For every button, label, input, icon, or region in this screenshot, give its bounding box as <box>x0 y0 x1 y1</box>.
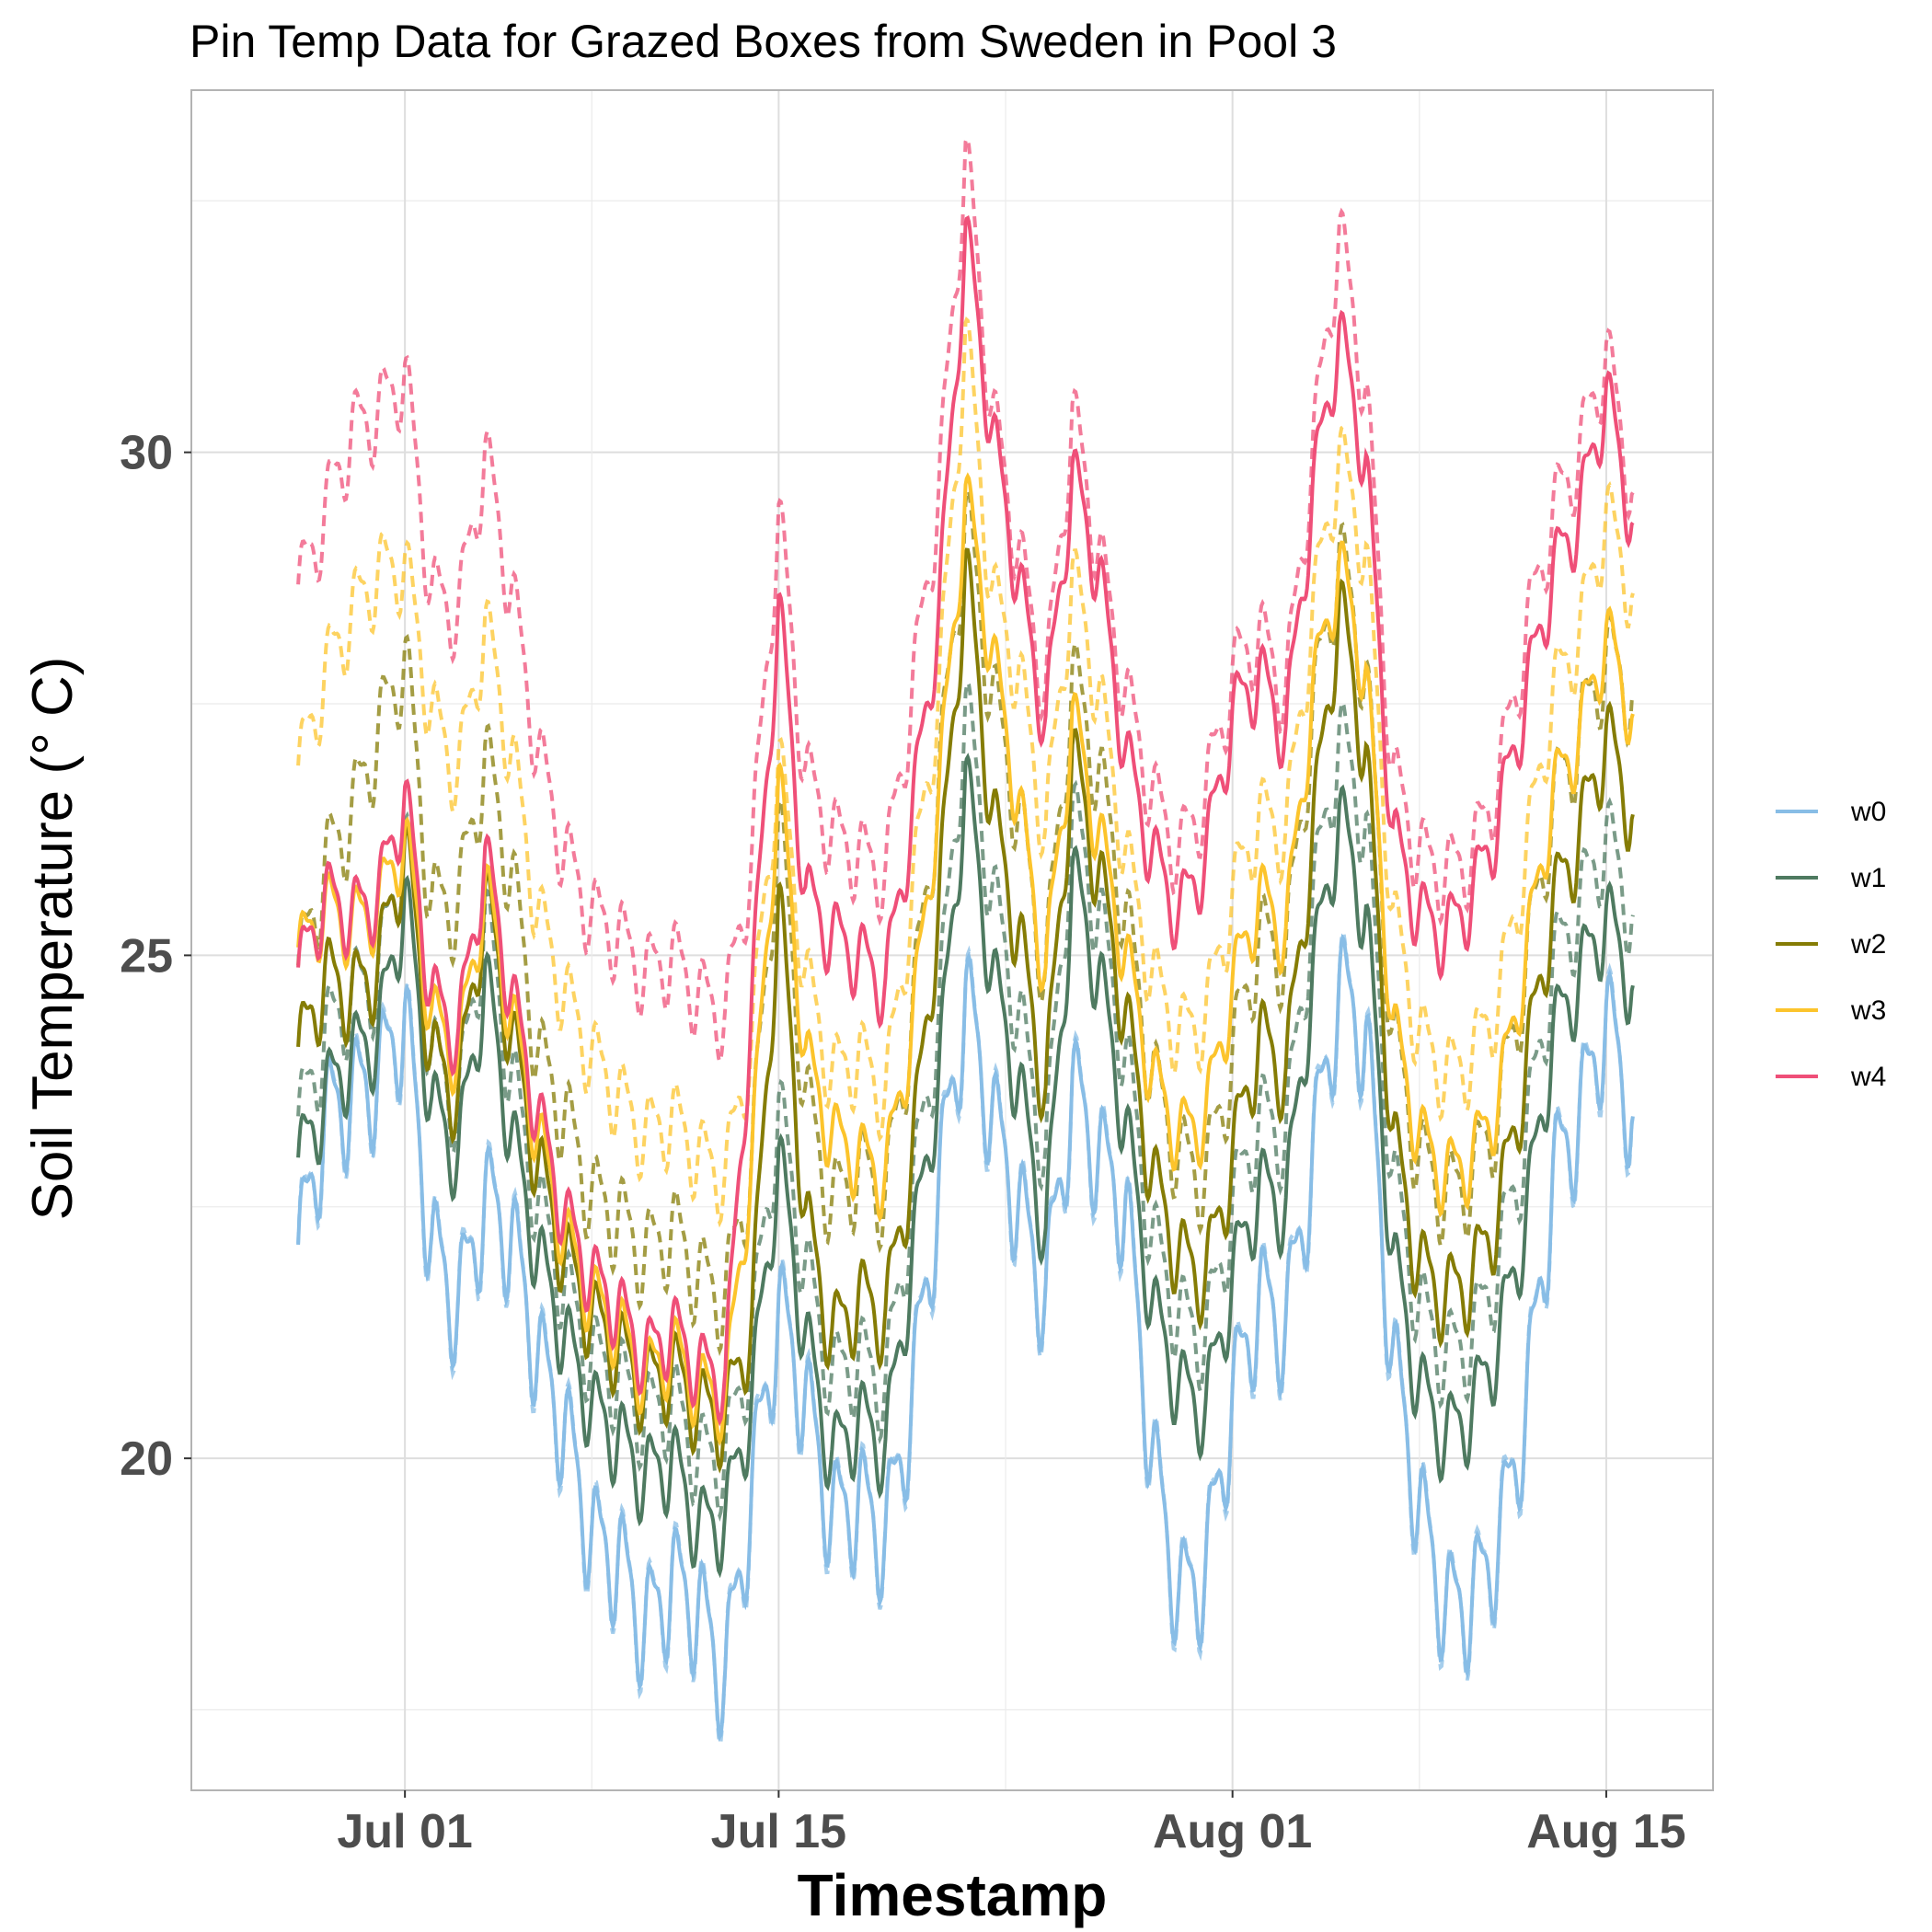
series-line-w0 <box>296 933 1635 1742</box>
series-line-dashed-w1 <box>296 677 1635 1523</box>
series-line-w3 <box>296 472 1635 1447</box>
series-line-w2 <box>296 547 1635 1474</box>
series-line-w1 <box>296 753 1635 1579</box>
legend-label-w3: w3 <box>1850 995 1886 1026</box>
x-axis-label: Timestamp <box>798 1862 1108 1928</box>
x-tick-label: Aug 15 <box>1526 1805 1685 1858</box>
y-axis-ticks: 20 25 30 <box>120 427 191 1486</box>
legend-label-w0: w0 <box>1850 797 1886 827</box>
series-line-w4 <box>296 214 1635 1427</box>
y-tick-label: 30 <box>120 427 173 480</box>
x-axis-ticks: Jul 01 Jul 15 Aug 01 Aug 15 <box>337 1790 1686 1858</box>
plot-panel <box>190 89 1714 1791</box>
x-tick-label: Jul 15 <box>711 1805 846 1858</box>
legend: w0 w1 w2 w3 w4 <box>1776 797 1886 1092</box>
legend-label-w1: w1 <box>1850 863 1886 893</box>
legend-label-w2: w2 <box>1850 929 1886 960</box>
x-tick-label: Jul 01 <box>337 1805 472 1858</box>
series-line-dashed-w3 <box>296 316 1635 1228</box>
y-tick-label: 25 <box>120 929 173 983</box>
legend-label-w4: w4 <box>1850 1062 1886 1092</box>
chart-title: Pin Temp Data for Grazed Boxes from Swed… <box>190 16 1337 67</box>
y-tick-label: 20 <box>120 1432 173 1486</box>
series-line-dashed-w4 <box>296 135 1635 1067</box>
series-lines <box>296 135 1635 1750</box>
y-axis-label: Soil Temperature (° C) <box>21 657 85 1221</box>
x-tick-label: Aug 01 <box>1153 1805 1312 1858</box>
